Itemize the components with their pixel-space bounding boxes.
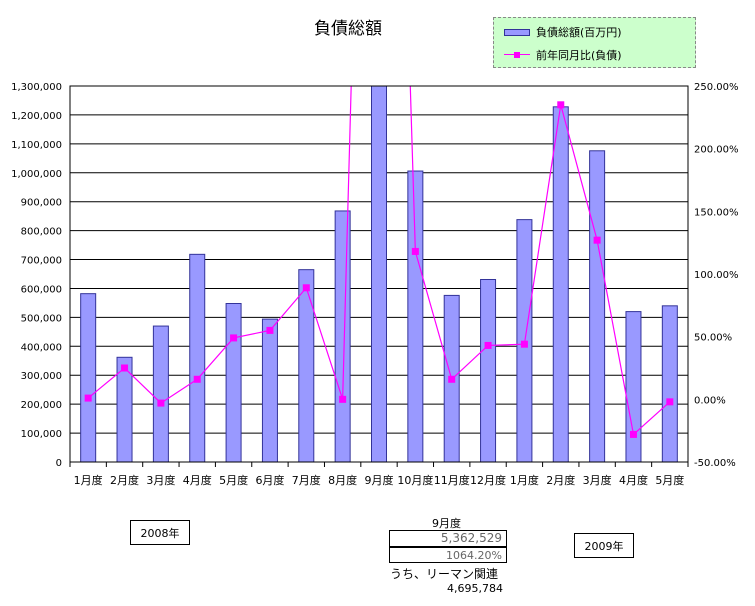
x-tick-label: 5月度 xyxy=(219,473,248,487)
line-point xyxy=(339,395,347,403)
bar xyxy=(480,278,497,462)
x-tick-label: 3月度 xyxy=(583,473,612,487)
y-left-tick-label: 700,000 xyxy=(21,256,62,267)
x-tick-label: 11月度 xyxy=(434,473,470,487)
x-tick-label: 4月度 xyxy=(183,473,212,487)
x-tick-label: 1月度 xyxy=(74,473,103,487)
y-left-tick-label: 400,000 xyxy=(21,342,62,353)
x-tick-label: 5月度 xyxy=(655,473,684,487)
y-left-tick-label: 200,000 xyxy=(21,400,62,411)
year-2009-label: 2009年 xyxy=(584,539,624,553)
y-right-tick-label: 200.00% xyxy=(694,145,739,156)
y-right-tick-label: 250.00% xyxy=(694,82,739,93)
line-point xyxy=(520,340,528,348)
y-left-tick-label: 1,100,000 xyxy=(11,140,62,151)
y-left-tick-label: 1,200,000 xyxy=(11,111,62,122)
legend-item-debt: 負債総額(百万円) xyxy=(504,24,622,40)
line-point xyxy=(230,334,238,342)
x-tick-label: 3月度 xyxy=(146,473,175,487)
y-left-tick-label: 600,000 xyxy=(21,284,62,295)
bar xyxy=(552,106,569,462)
line-point xyxy=(302,284,310,292)
line-point xyxy=(666,398,674,406)
year-2008-box: 2008年 xyxy=(130,520,190,545)
y-left-tick-label: 300,000 xyxy=(21,371,62,382)
line-point xyxy=(121,364,129,372)
line-point xyxy=(593,236,601,244)
x-tick-label: 1月度 xyxy=(510,473,539,487)
bar xyxy=(661,305,678,462)
line-point xyxy=(411,247,419,255)
lehman-note-label: うち、リーマン関連 xyxy=(390,567,499,581)
line-point xyxy=(448,375,456,383)
legend-line-label: 前年同月比(負債) xyxy=(536,49,622,62)
x-tick-label: 12月度 xyxy=(470,473,506,487)
y-left-tick-label: 1,000,000 xyxy=(11,169,62,180)
september-total-cell: 5,362,529 xyxy=(389,530,507,547)
y-left-tick-label: 900,000 xyxy=(21,198,62,209)
bar xyxy=(225,303,242,462)
bar xyxy=(298,269,315,462)
bar-series xyxy=(80,86,678,462)
bar-swatch-icon xyxy=(504,28,530,36)
bar xyxy=(152,325,169,462)
line-series xyxy=(84,86,674,438)
line-point xyxy=(484,341,492,349)
line-point xyxy=(193,375,201,383)
y-left-tick-label: 100,000 xyxy=(21,429,62,440)
series-line xyxy=(87,86,671,436)
y-left-tick-label: 1,300,000 xyxy=(11,82,62,93)
y-right-tick-label: 0.00% xyxy=(694,395,726,406)
axes: 0 100,000 200,000 300,000 400,000 500,000 600,… xyxy=(11,82,738,487)
legend-bar-label: 負債総額(百万円) xyxy=(536,26,622,39)
line-point xyxy=(557,101,565,109)
september-note-label: 9月度 xyxy=(432,517,461,530)
line-point xyxy=(84,394,92,402)
x-tick-label: 2月度 xyxy=(110,473,139,487)
bar xyxy=(189,253,206,462)
bar xyxy=(80,293,97,462)
year-2009-box: 2009年 xyxy=(574,533,634,558)
x-tick-label: 2月度 xyxy=(546,473,575,487)
x-tick-label: 9月度 xyxy=(365,473,394,487)
bar xyxy=(116,356,133,462)
line-point xyxy=(157,399,165,407)
legend: 負債総額(百万円) 前年同月比(負債) xyxy=(493,17,696,68)
x-tick-label: 6月度 xyxy=(255,473,284,487)
y-left-tick-label: 0 xyxy=(56,458,62,469)
x-tick-label: 10月度 xyxy=(397,473,433,487)
bar xyxy=(334,210,351,462)
september-ratio-cell: 1064.20% xyxy=(389,547,507,563)
bar xyxy=(407,170,424,462)
line-point xyxy=(629,430,637,438)
lehman-value: 4,695,784 xyxy=(447,582,503,595)
legend-item-yoy: 前年同月比(負債) xyxy=(504,47,622,63)
bar xyxy=(625,311,642,462)
y-right-tick-label: 50.00% xyxy=(694,333,732,344)
y-left-tick-label: 500,000 xyxy=(21,313,62,324)
x-tick-label: 7月度 xyxy=(292,473,321,487)
line-point xyxy=(266,326,274,334)
x-tick-label: 8月度 xyxy=(328,473,357,487)
bar xyxy=(261,318,278,462)
year-2008-label: 2008年 xyxy=(140,526,180,540)
bar xyxy=(371,86,387,462)
line-swatch-icon xyxy=(504,50,530,60)
plot-border xyxy=(69,85,689,463)
chart-title: 負債総額 xyxy=(314,19,382,39)
y-right-tick-label: 100.00% xyxy=(694,270,739,281)
bar xyxy=(589,150,606,462)
y-left-tick-label: 800,000 xyxy=(21,227,62,238)
x-tick-label: 4月度 xyxy=(619,473,648,487)
y-right-tick-label: 150.00% xyxy=(694,207,739,218)
y-right-tick-label: -50.00% xyxy=(694,458,736,469)
